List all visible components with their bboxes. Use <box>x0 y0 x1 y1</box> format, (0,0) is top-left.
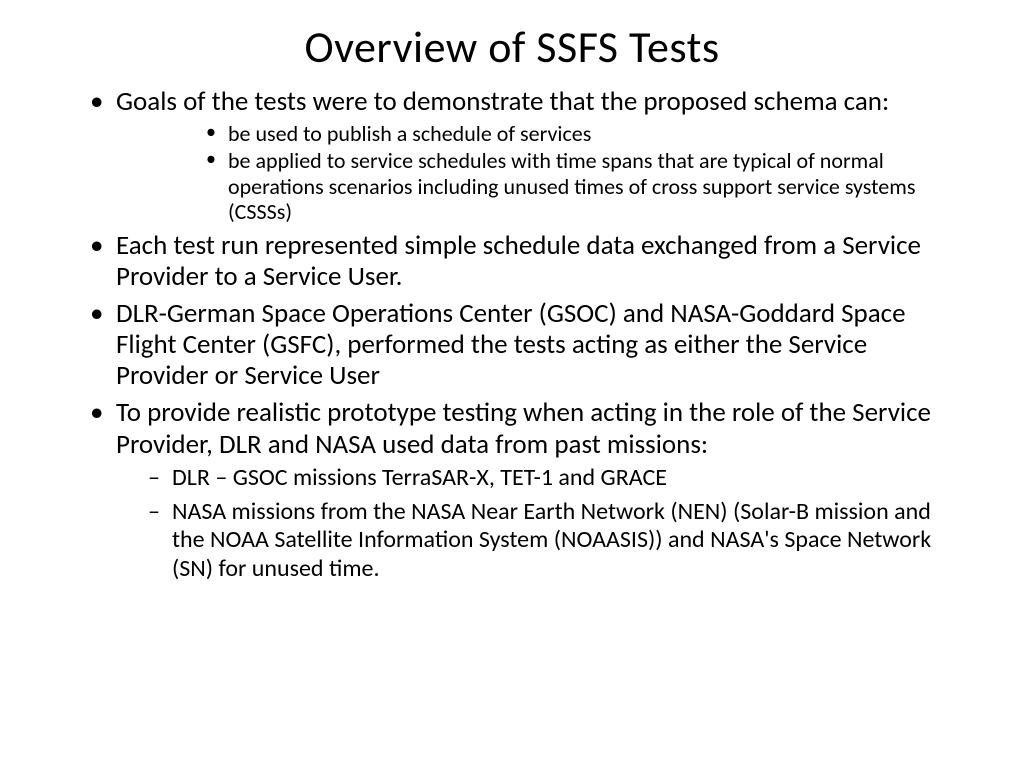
bullet-text: Goals of the tests were to demonstrate t… <box>116 85 889 118</box>
bullet-item: To provide realistic prototype testing w… <box>90 397 964 582</box>
sub-bullet-item: DLR – GSOC missions TerraSAR-X, TET-1 an… <box>148 464 964 492</box>
bullet-item: DLR-German Space Operations Center (GSOC… <box>90 298 964 391</box>
bullet-list: Goals of the tests were to demonstrate t… <box>60 86 964 583</box>
sub-bullet-list: DLR – GSOC missions TerraSAR-X, TET-1 an… <box>116 464 964 583</box>
bullet-item: Goals of the tests were to demonstrate t… <box>90 86 964 224</box>
sub-bullet-item: be used to publish a schedule of service… <box>206 121 964 146</box>
sub-bullet-item: NASA missions from the NASA Near Earth N… <box>148 498 964 583</box>
bullet-text: DLR-German Space Operations Center (GSOC… <box>116 297 906 392</box>
sub-bullet-list: be used to publish a schedule of service… <box>116 121 964 224</box>
sub-bullet-item: be applied to service schedules with tim… <box>206 148 964 224</box>
bullet-item: Each test run represented simple schedul… <box>90 230 964 292</box>
slide-title: Overview of SSFS Tests <box>60 20 964 74</box>
bullet-text: Each test run represented simple schedul… <box>116 229 921 293</box>
bullet-text: To provide realistic prototype testing w… <box>116 396 931 460</box>
